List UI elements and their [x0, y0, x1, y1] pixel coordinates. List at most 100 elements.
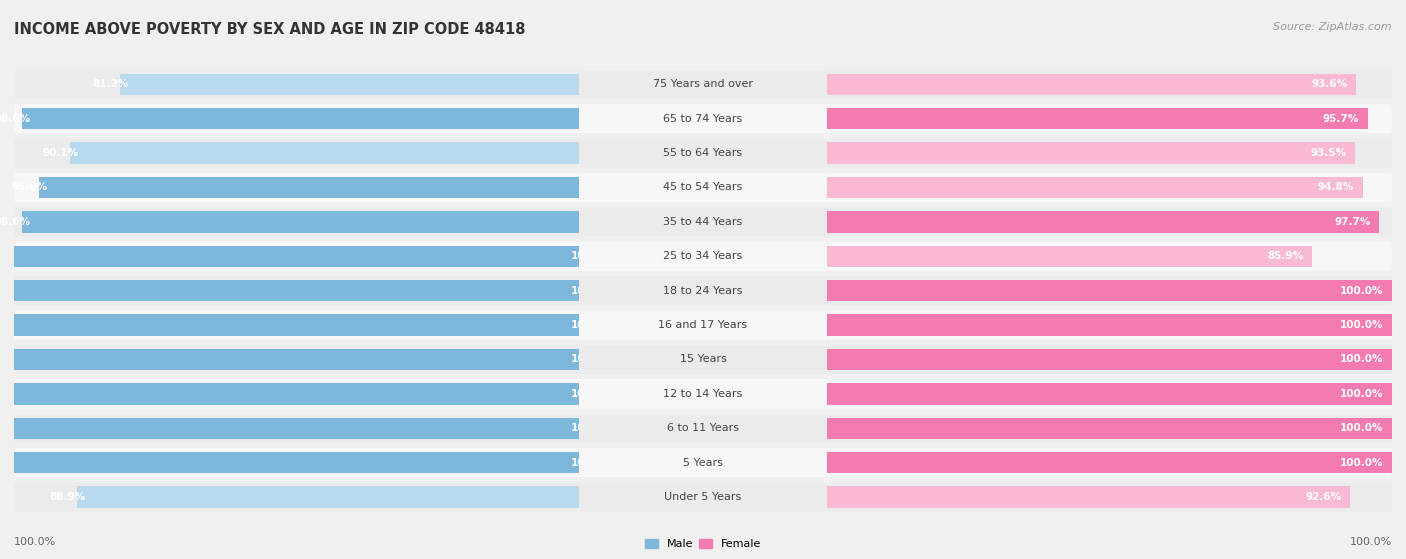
FancyBboxPatch shape [14, 173, 579, 202]
Text: 95.6%: 95.6% [11, 182, 48, 192]
FancyBboxPatch shape [14, 104, 579, 133]
FancyBboxPatch shape [827, 242, 1392, 271]
FancyBboxPatch shape [14, 276, 579, 305]
Text: 97.7%: 97.7% [1334, 217, 1371, 227]
Bar [827, 280, 1392, 301]
Text: 81.2%: 81.2% [93, 79, 129, 89]
Bar [579, 311, 827, 339]
FancyBboxPatch shape [827, 414, 1392, 443]
Bar [14, 383, 579, 405]
FancyBboxPatch shape [827, 311, 1392, 339]
Text: 35 to 44 Years: 35 to 44 Years [664, 217, 742, 227]
Bar [579, 380, 827, 408]
Text: 100.0%: 100.0% [571, 286, 614, 296]
Bar [827, 245, 1312, 267]
Bar [14, 314, 579, 336]
FancyBboxPatch shape [827, 173, 1392, 202]
Text: 94.8%: 94.8% [1317, 182, 1354, 192]
Bar [579, 104, 827, 133]
Bar [22, 211, 579, 233]
FancyBboxPatch shape [827, 207, 1392, 236]
Text: 100.0%: 100.0% [1350, 537, 1392, 547]
Bar [579, 70, 827, 99]
Legend: Male, Female: Male, Female [640, 534, 766, 553]
Text: 6 to 11 Years: 6 to 11 Years [666, 423, 740, 433]
Bar [14, 349, 579, 370]
Bar [827, 143, 1355, 164]
Bar [579, 414, 827, 443]
FancyBboxPatch shape [14, 311, 579, 339]
Text: 100.0%: 100.0% [1340, 286, 1384, 296]
Text: Under 5 Years: Under 5 Years [665, 492, 741, 502]
FancyBboxPatch shape [14, 139, 579, 168]
Bar [579, 173, 827, 202]
Text: 92.6%: 92.6% [1306, 492, 1341, 502]
FancyBboxPatch shape [827, 482, 1392, 511]
Text: 100.0%: 100.0% [1340, 389, 1384, 399]
FancyBboxPatch shape [14, 380, 579, 408]
Text: 100.0%: 100.0% [571, 389, 614, 399]
Bar [14, 418, 579, 439]
Text: 100.0%: 100.0% [571, 423, 614, 433]
Bar [70, 143, 579, 164]
Text: 55 to 64 Years: 55 to 64 Years [664, 148, 742, 158]
Text: 93.5%: 93.5% [1310, 148, 1347, 158]
FancyBboxPatch shape [827, 276, 1392, 305]
Bar [579, 139, 827, 168]
Text: 75 Years and over: 75 Years and over [652, 79, 754, 89]
Text: 65 to 74 Years: 65 to 74 Years [664, 113, 742, 124]
Bar [827, 108, 1368, 129]
Bar [827, 74, 1355, 95]
FancyBboxPatch shape [14, 207, 579, 236]
Bar [579, 345, 827, 374]
FancyBboxPatch shape [827, 345, 1392, 374]
Text: 100.0%: 100.0% [571, 354, 614, 364]
Text: 95.7%: 95.7% [1323, 113, 1360, 124]
Text: 98.6%: 98.6% [0, 113, 31, 124]
Text: 100.0%: 100.0% [571, 320, 614, 330]
Bar [14, 452, 579, 473]
FancyBboxPatch shape [14, 448, 579, 477]
Bar [827, 452, 1392, 473]
Bar [22, 108, 579, 129]
Bar [121, 74, 579, 95]
Bar [14, 280, 579, 301]
FancyBboxPatch shape [827, 104, 1392, 133]
Bar [827, 211, 1379, 233]
Text: 45 to 54 Years: 45 to 54 Years [664, 182, 742, 192]
Bar [827, 486, 1350, 508]
Bar [77, 486, 579, 508]
Bar [39, 177, 579, 198]
Bar [579, 276, 827, 305]
Text: 98.6%: 98.6% [0, 217, 31, 227]
Bar [827, 177, 1362, 198]
FancyBboxPatch shape [827, 70, 1392, 99]
Text: 90.1%: 90.1% [42, 148, 79, 158]
FancyBboxPatch shape [827, 380, 1392, 408]
Bar [827, 314, 1392, 336]
Text: 16 and 17 Years: 16 and 17 Years [658, 320, 748, 330]
Text: 18 to 24 Years: 18 to 24 Years [664, 286, 742, 296]
Text: Source: ZipAtlas.com: Source: ZipAtlas.com [1274, 22, 1392, 32]
Bar [14, 245, 579, 267]
Text: 100.0%: 100.0% [14, 537, 56, 547]
FancyBboxPatch shape [14, 242, 579, 271]
Text: 88.9%: 88.9% [49, 492, 86, 502]
FancyBboxPatch shape [14, 482, 579, 511]
Text: 100.0%: 100.0% [1340, 423, 1384, 433]
Bar [579, 207, 827, 236]
Bar [579, 448, 827, 477]
Text: INCOME ABOVE POVERTY BY SEX AND AGE IN ZIP CODE 48418: INCOME ABOVE POVERTY BY SEX AND AGE IN Z… [14, 22, 526, 37]
Text: 100.0%: 100.0% [571, 458, 614, 468]
Text: 100.0%: 100.0% [1340, 458, 1384, 468]
FancyBboxPatch shape [14, 345, 579, 374]
FancyBboxPatch shape [827, 448, 1392, 477]
Text: 100.0%: 100.0% [1340, 354, 1384, 364]
Text: 25 to 34 Years: 25 to 34 Years [664, 252, 742, 261]
Bar [827, 418, 1392, 439]
FancyBboxPatch shape [827, 139, 1392, 168]
Text: 100.0%: 100.0% [1340, 320, 1384, 330]
Bar [827, 383, 1392, 405]
FancyBboxPatch shape [14, 70, 579, 99]
Text: 93.6%: 93.6% [1312, 79, 1347, 89]
